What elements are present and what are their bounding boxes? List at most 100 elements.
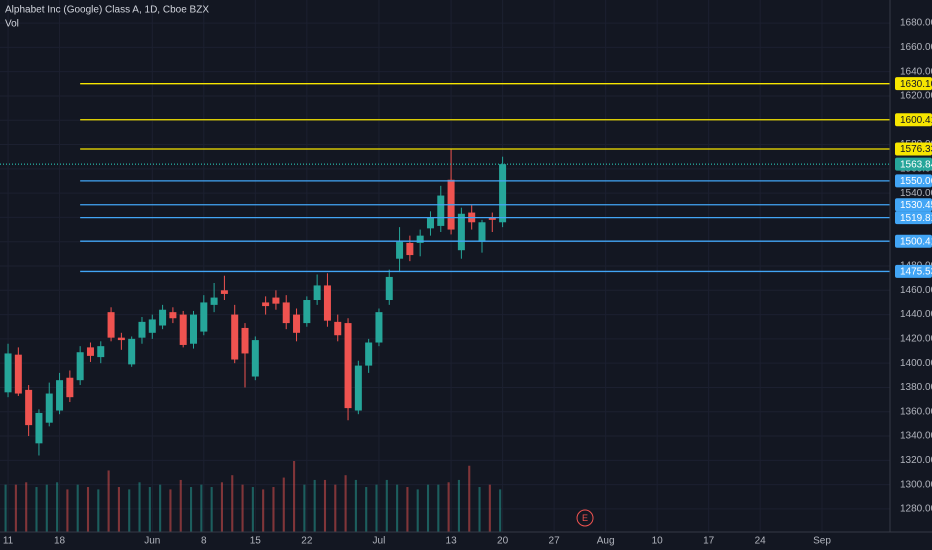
candle-body — [231, 314, 239, 360]
candle-body — [313, 285, 321, 301]
candle-body — [262, 302, 270, 307]
price-level-tag — [895, 198, 932, 212]
volume-bar — [468, 465, 471, 532]
candle-body — [406, 242, 414, 256]
candle-body — [272, 297, 280, 304]
candle-body — [97, 346, 105, 358]
candle-body — [416, 235, 424, 243]
candle-body — [365, 342, 373, 366]
candle-body — [499, 164, 507, 223]
candle-body — [66, 377, 74, 398]
volume-bar — [35, 487, 38, 532]
volume-bar — [282, 477, 285, 532]
price-level-label: 1500.41 — [900, 236, 932, 247]
x-tick-label: Sep — [813, 536, 831, 547]
x-tick-label: 18 — [54, 536, 66, 547]
candle-body — [138, 321, 146, 338]
candle-body — [56, 380, 64, 411]
y-tick-label: 1460.00 — [900, 285, 932, 296]
candle-body — [210, 297, 218, 305]
candle-body — [323, 285, 331, 321]
candle-body — [385, 276, 393, 301]
candle-body — [45, 393, 53, 423]
x-tick-label: 17 — [703, 536, 715, 547]
volume-bar — [406, 487, 409, 532]
volume-bar — [138, 482, 141, 532]
candle-body — [354, 365, 362, 411]
volume-bar — [323, 479, 327, 532]
volume-bar — [45, 484, 48, 532]
candle-body — [437, 195, 445, 226]
plot: E — [0, 83, 890, 532]
price-level-tag — [895, 234, 932, 248]
candle-body — [396, 241, 404, 259]
y-tick-label: 1440.00 — [900, 309, 932, 320]
candle-body — [159, 309, 167, 326]
volume-bar — [189, 487, 193, 532]
y-tick-label: 1680.00 — [900, 18, 932, 29]
volume-bar — [426, 484, 430, 532]
candle-body — [4, 353, 12, 393]
volume-bar — [86, 487, 90, 532]
volume-bar — [148, 487, 151, 532]
volume-bar — [56, 482, 59, 532]
candle-body — [107, 312, 115, 338]
price-level-label: 1475.53 — [900, 267, 932, 278]
volume-bar — [128, 489, 131, 532]
candle-body — [293, 314, 301, 333]
price-level-label: 1630.10 — [900, 79, 932, 90]
volume-bar — [220, 482, 224, 532]
volume-bar — [210, 487, 213, 532]
x-tick-label: 24 — [755, 536, 767, 547]
volume-bar — [4, 484, 7, 532]
price-level-tag — [895, 211, 932, 225]
chart-title: Alphabet Inc (Google) Class A, 1D, Cboe … — [5, 5, 209, 16]
candle-body — [35, 412, 43, 444]
volume-bar — [200, 484, 203, 532]
volume-bar — [437, 484, 440, 532]
candle-body — [251, 340, 259, 377]
x-tick-label: 20 — [497, 536, 509, 547]
candle-body — [426, 217, 434, 229]
y-tick-label: 1280.00 — [900, 504, 932, 515]
axis: 1280.00 1300.00 1320.00 1340.00 1360.00 1380.… — [3, 18, 932, 547]
volume-bar — [107, 470, 110, 532]
y-tick-label: 1420.00 — [900, 334, 932, 345]
earnings-marker — [576, 509, 594, 527]
volume-bar — [272, 487, 275, 532]
candle-body — [488, 217, 496, 220]
x-tick-label: 13 — [446, 536, 458, 547]
volume-label: Vol — [5, 19, 19, 30]
candle-body — [220, 290, 228, 294]
y-tick-label: 1660.00 — [900, 42, 932, 53]
price-level-label: 1550.06 — [900, 176, 932, 187]
y-tick-label: 1300.00 — [900, 479, 932, 490]
price-level-label: 1600.41 — [900, 115, 932, 126]
volume-bar — [303, 484, 306, 532]
candle-body — [282, 302, 290, 324]
price-level-label: 1519.81 — [900, 213, 932, 224]
candle-body — [14, 354, 22, 394]
candle-body — [189, 314, 197, 344]
volume-bar — [241, 484, 244, 532]
volume-bar — [365, 487, 368, 532]
volume-bar — [251, 487, 254, 532]
volume-bar — [159, 484, 162, 532]
price-level-tag — [895, 142, 932, 156]
y-tick-label: 1620.00 — [900, 91, 932, 102]
x-tick-label: Jun — [144, 536, 160, 547]
volume-bar — [334, 484, 337, 532]
price-level-tag — [895, 157, 932, 171]
volume-bar — [375, 484, 378, 532]
y-tick-label: 1340.00 — [900, 431, 932, 442]
x-tick-label: 11 — [3, 536, 14, 547]
y-tick-label: 1400.00 — [900, 358, 932, 369]
x-tick-label: Jul — [373, 536, 386, 547]
volume-bar — [169, 489, 172, 532]
volume-bar — [262, 489, 265, 532]
candle-body — [241, 327, 249, 354]
x-tick-label: 22 — [301, 536, 313, 547]
candle-body — [169, 312, 177, 319]
candle-body — [375, 312, 383, 343]
